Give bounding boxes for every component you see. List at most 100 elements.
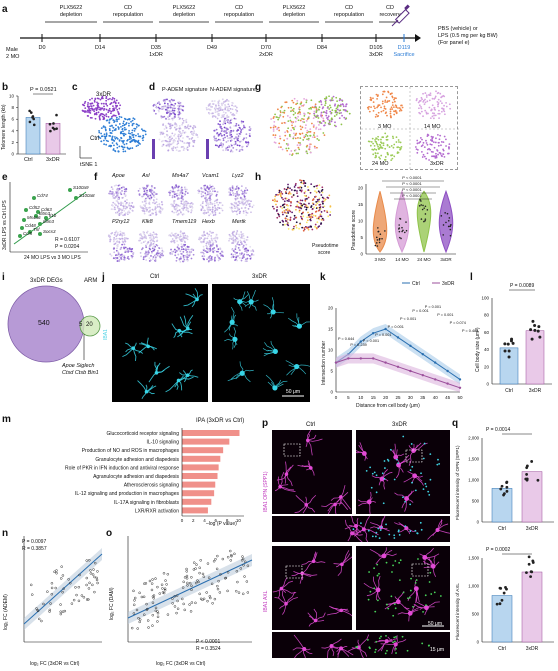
cell-process [194, 288, 199, 300]
c-point-3xdr [107, 98, 110, 101]
f-point [139, 251, 142, 254]
f-point [252, 254, 255, 256]
i-n2: 5 [79, 322, 83, 328]
o-g-point [144, 582, 148, 585]
f-point [122, 214, 125, 217]
p-roi-box [285, 565, 303, 579]
b-point [32, 123, 36, 127]
timeline-phase-line1: PLX5622 [172, 5, 196, 11]
d2-point [222, 115, 225, 118]
c-point-ctrl [111, 129, 114, 132]
d1-point [167, 149, 170, 152]
f-point [172, 190, 175, 193]
d2-point [220, 144, 222, 147]
d1-point [193, 139, 196, 142]
g-3mo-point [369, 98, 372, 101]
d2-point [233, 114, 236, 116]
g-point [287, 147, 290, 150]
d2-point [218, 109, 221, 112]
cell-process [138, 345, 149, 354]
f-point [149, 239, 152, 242]
cell-process [132, 342, 137, 349]
hv-point [445, 221, 447, 224]
cell-process [424, 557, 426, 564]
cell-process [407, 588, 417, 601]
h-point [318, 218, 321, 221]
g-3mo-point [391, 104, 394, 107]
c-point-ctrl [131, 131, 133, 134]
h-point [287, 183, 289, 186]
d2-point [231, 104, 233, 107]
c-point-3xdr [118, 107, 121, 110]
h-point [311, 228, 314, 231]
g-14mo-point [425, 94, 428, 97]
q-point [498, 586, 502, 590]
c-point-3xdr [107, 109, 110, 112]
h-point [318, 184, 321, 187]
c-point-ctrl [117, 150, 120, 153]
n-g-point [77, 599, 81, 603]
f-point [154, 260, 157, 263]
g-14mo-point [431, 115, 434, 118]
cell-process [364, 453, 368, 460]
f-point [204, 250, 207, 252]
l-point [507, 349, 511, 353]
h-point [322, 202, 324, 205]
cell-process [419, 553, 426, 558]
panel-label-o: o [106, 528, 113, 539]
cell-process [233, 327, 236, 340]
cell-process [419, 607, 427, 610]
f-point [145, 193, 148, 196]
k-pval: P = 0.001 [388, 325, 404, 329]
f-point [147, 195, 149, 198]
g-24mo-point [397, 151, 400, 154]
o-g-point [186, 581, 189, 585]
g-point [309, 128, 312, 131]
f-point [151, 247, 154, 250]
cell-process [185, 293, 198, 300]
f-point [239, 254, 241, 256]
cell-process [146, 391, 155, 395]
g-14mo-point [424, 101, 427, 104]
f-point [173, 200, 176, 202]
cell-process [133, 347, 144, 354]
h-point [286, 207, 289, 210]
g-3mo-point [400, 109, 403, 112]
f-point [242, 191, 245, 193]
f-point [182, 245, 184, 247]
f-point [174, 235, 177, 237]
o-g-point [229, 549, 232, 553]
c-point-3xdr [83, 102, 86, 105]
f-point [234, 207, 237, 210]
n-g-point [78, 573, 81, 577]
h-point [298, 227, 301, 230]
f-point [143, 193, 146, 196]
h-point [315, 204, 317, 206]
g-3mo-point [376, 97, 378, 100]
d2-point [232, 102, 234, 105]
k-point [359, 340, 362, 343]
q-tick: 500 [472, 499, 480, 504]
f-point [188, 254, 191, 256]
g-point [331, 97, 334, 99]
g-point [314, 147, 316, 149]
m-title: IPA (3xDR vs Ctrl) [196, 418, 245, 424]
d2-point [237, 124, 240, 127]
d2-point [228, 130, 231, 133]
f-point [109, 253, 112, 256]
cell-process [394, 492, 407, 499]
timeline-phase-line1: CD [235, 5, 243, 11]
cell-process [165, 380, 179, 393]
o-g-point [239, 567, 243, 570]
cell-process [125, 347, 134, 353]
c-point-ctrl [118, 123, 121, 125]
cell-process [432, 556, 436, 567]
g-14mo-point [433, 106, 436, 109]
g-24mo-point [384, 156, 387, 158]
q-cat: Ctrl [498, 646, 506, 652]
d2-point [215, 128, 218, 131]
o-g-point [171, 597, 174, 600]
d1-point [180, 132, 182, 135]
g-point [329, 110, 332, 113]
cell-process [187, 369, 193, 376]
